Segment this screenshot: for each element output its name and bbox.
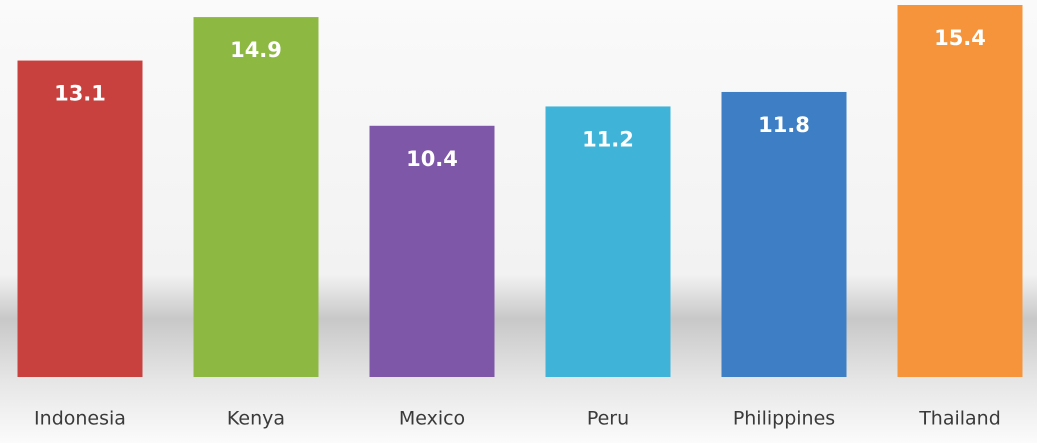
x-tick-label: Kenya bbox=[227, 408, 285, 430]
x-tick-label: Peru bbox=[587, 408, 629, 430]
value-label: 13.1 bbox=[54, 82, 106, 106]
x-tick-label: Thailand bbox=[918, 408, 1001, 430]
bar bbox=[545, 106, 671, 378]
value-label: 15.4 bbox=[934, 26, 986, 50]
value-label: 11.8 bbox=[758, 113, 810, 137]
bar bbox=[721, 91, 847, 378]
value-label: 11.2 bbox=[582, 127, 634, 151]
bar bbox=[193, 17, 319, 378]
bar bbox=[17, 60, 143, 377]
x-tick-label: Philippines bbox=[733, 408, 835, 430]
bar bbox=[897, 5, 1023, 377]
x-tick-label: Mexico bbox=[399, 408, 465, 430]
value-label: 10.4 bbox=[406, 147, 458, 171]
bar bbox=[369, 125, 495, 377]
value-label: 14.9 bbox=[230, 38, 282, 62]
x-tick-label: Indonesia bbox=[34, 408, 126, 430]
